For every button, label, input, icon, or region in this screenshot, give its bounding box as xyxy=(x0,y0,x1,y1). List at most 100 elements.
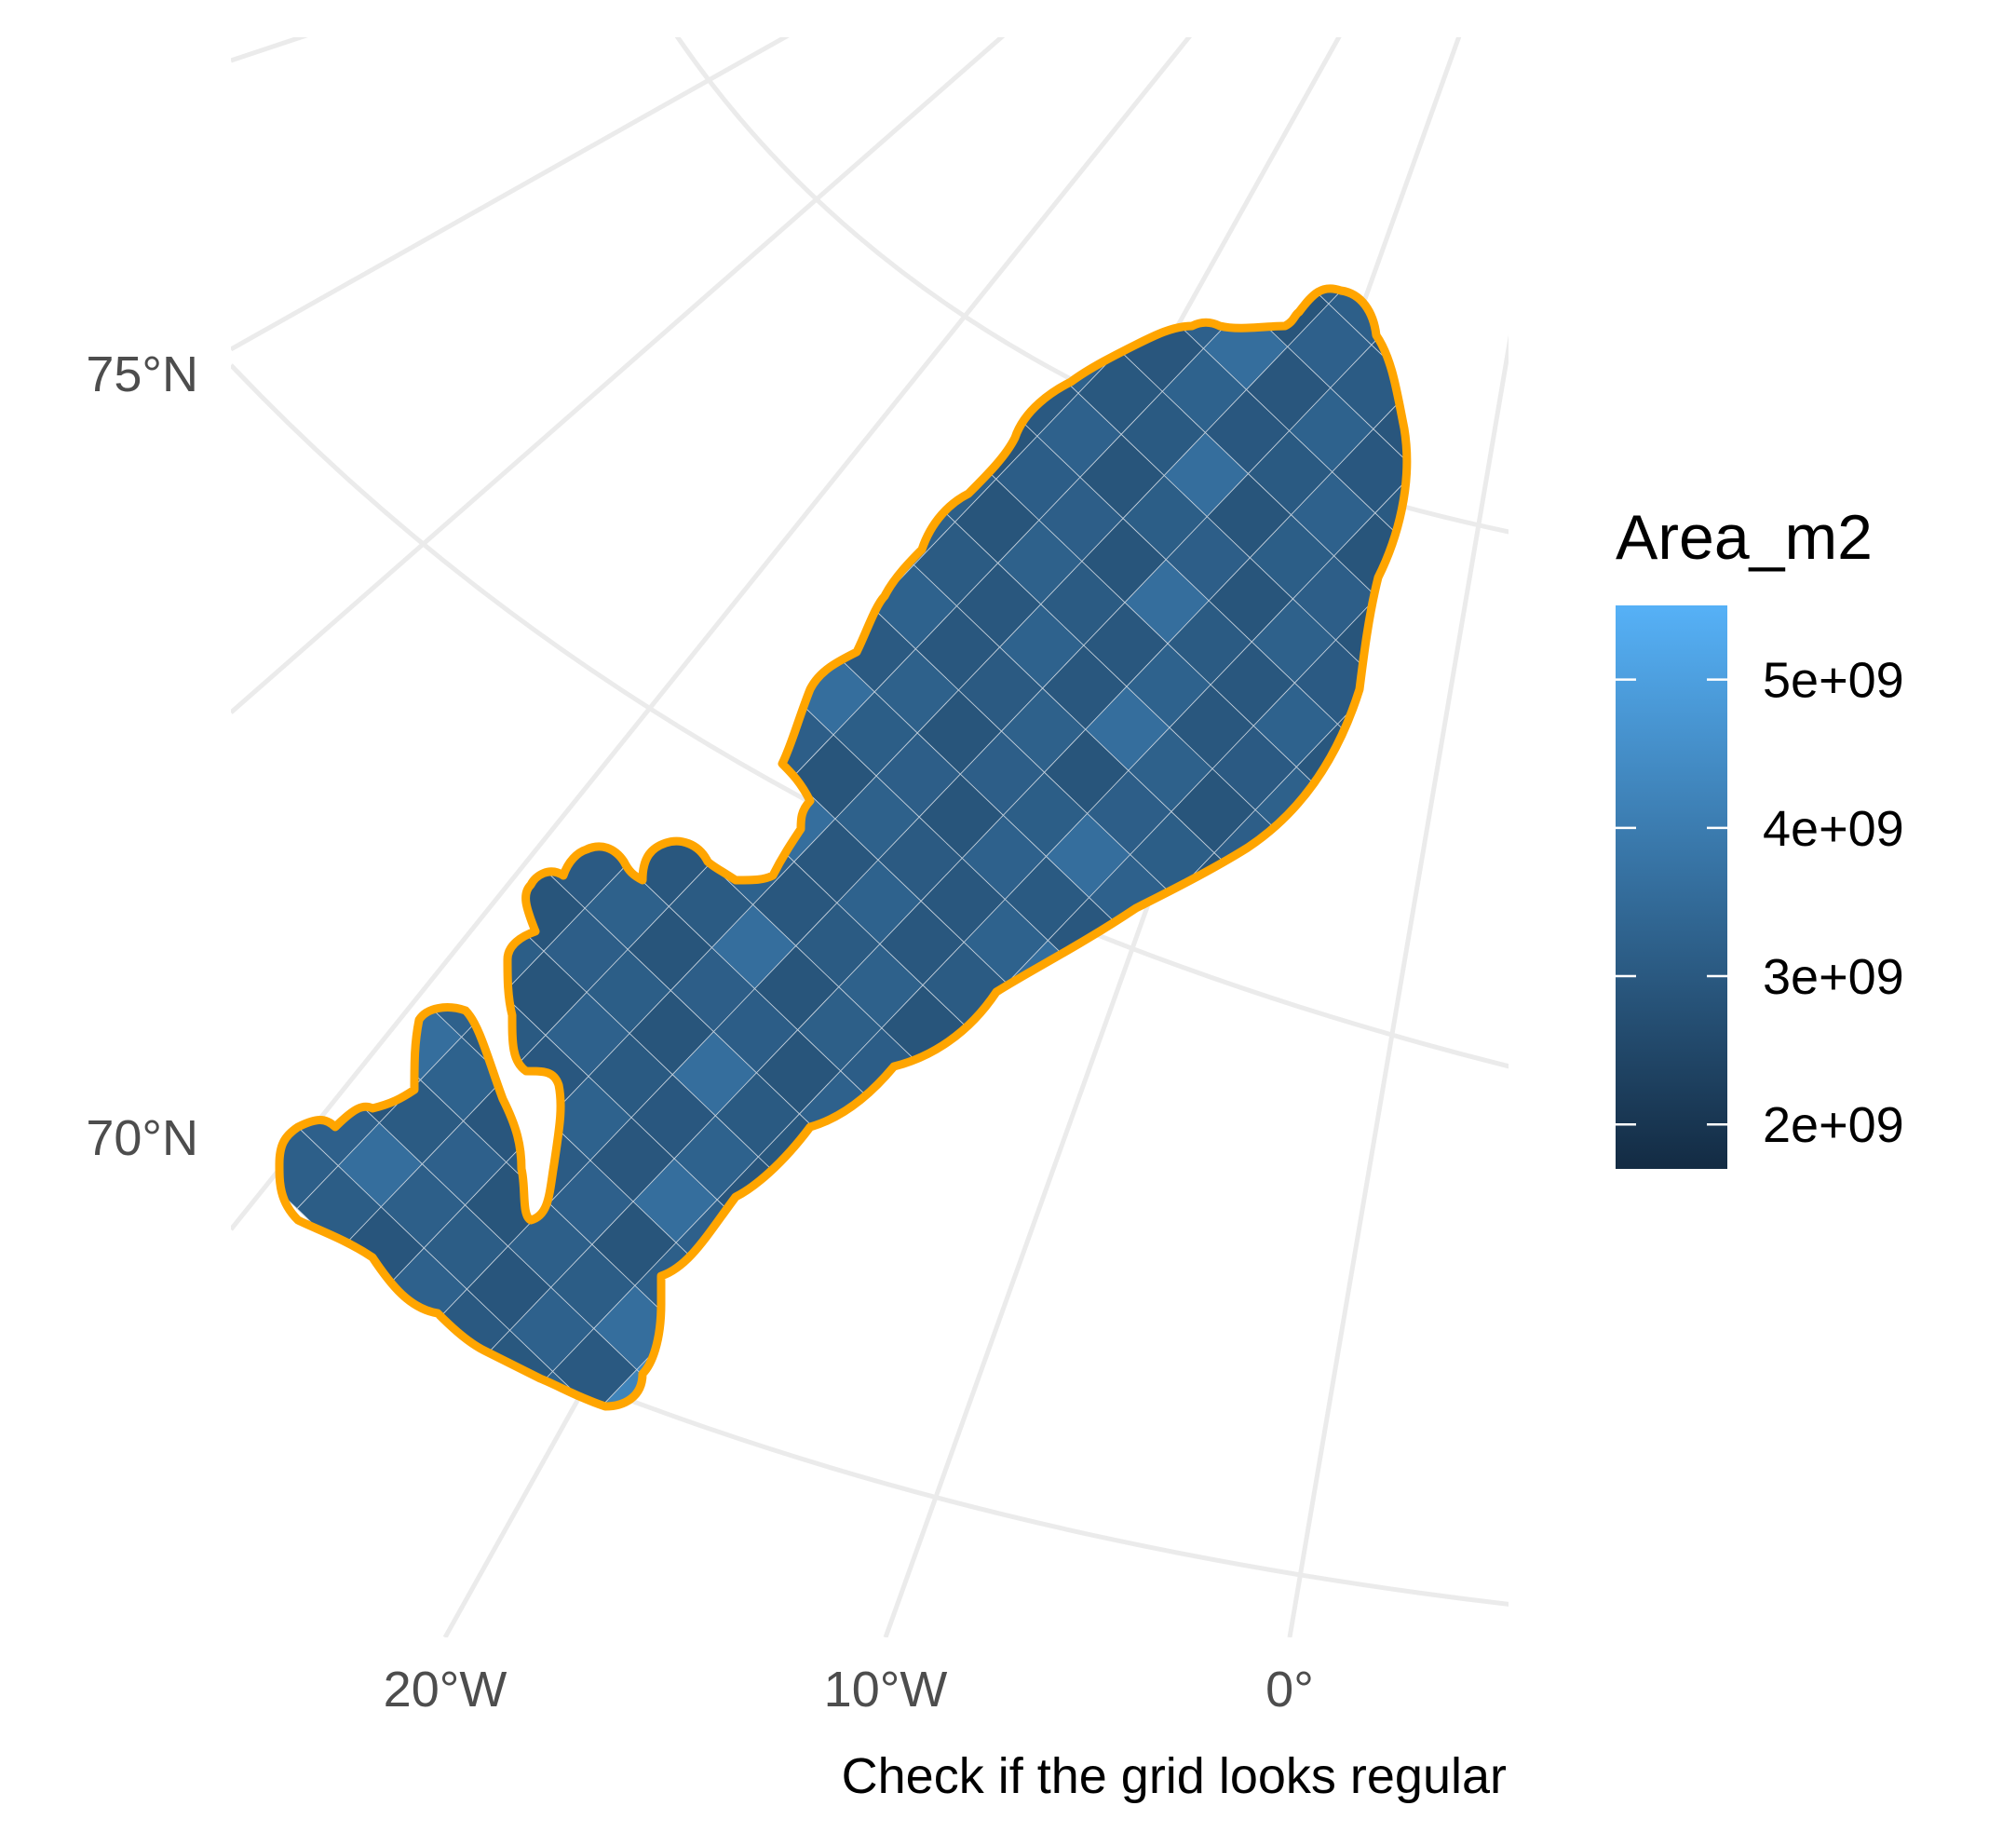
grid-cell xyxy=(1383,889,1407,975)
grid-cell xyxy=(1379,721,1407,808)
grid-cell xyxy=(1509,846,1593,930)
grid-cell xyxy=(1584,424,1668,508)
grid-cell xyxy=(455,740,541,827)
grid-cell xyxy=(1299,891,1385,977)
grid-cell xyxy=(291,913,377,998)
grid-cell xyxy=(1301,975,1387,1061)
grid-cell xyxy=(723,1409,806,1493)
grid-cell xyxy=(782,314,869,400)
grid-cell xyxy=(1305,1143,1390,1229)
grid-cell xyxy=(1420,595,1504,679)
grid-cell xyxy=(1197,0,1280,53)
grid-cell xyxy=(1009,1107,1095,1193)
grid-cell xyxy=(1427,931,1510,1015)
grid-cell xyxy=(279,956,335,1041)
grid-cell xyxy=(683,1536,767,1620)
grid-cell xyxy=(931,1362,1017,1406)
grid-cell xyxy=(763,1365,848,1406)
grid-cell xyxy=(1426,848,1509,931)
grid-cell xyxy=(1467,805,1550,889)
grid-cell xyxy=(496,698,582,784)
grid-cell xyxy=(1099,1358,1184,1406)
grid-cell xyxy=(806,1407,890,1491)
grid-cell xyxy=(704,567,790,654)
grid-cell xyxy=(1327,177,1411,261)
meridian-line xyxy=(231,37,790,352)
grid-cell xyxy=(1097,1274,1184,1360)
grid-cell xyxy=(1157,96,1241,180)
grid-cell xyxy=(1504,593,1588,677)
grid-cell xyxy=(1052,1148,1139,1235)
legend-tick-label: 4e+09 xyxy=(1763,801,1904,857)
meridian-line xyxy=(231,37,1192,1231)
grid-cell xyxy=(494,614,580,700)
grid-cell xyxy=(937,1615,1021,1699)
grid-cell xyxy=(1138,1231,1224,1317)
grid-cell xyxy=(1325,93,1409,177)
grid-cell xyxy=(679,1366,764,1406)
grid-cell xyxy=(1463,636,1547,720)
grid-cell xyxy=(1156,12,1239,96)
grid-cell xyxy=(1511,930,1595,1013)
grid-cell xyxy=(1422,679,1506,763)
grid-cell xyxy=(1454,216,1537,300)
grid-cell xyxy=(1224,1313,1310,1399)
grid-cell xyxy=(1543,467,1627,550)
grid-cell xyxy=(1030,57,1114,141)
grid-cell xyxy=(1061,1486,1144,1569)
grid-cell xyxy=(1198,53,1282,137)
grid-cell xyxy=(1133,979,1219,1065)
grid-cell xyxy=(908,288,994,355)
lat-label-70n: 70°N xyxy=(86,1110,198,1166)
grid-cell xyxy=(934,1446,1018,1530)
grid-cell xyxy=(1073,98,1157,182)
grid-cell xyxy=(979,1571,1062,1655)
grid-cell xyxy=(1181,1272,1267,1358)
grid-cell xyxy=(949,288,1035,312)
grid-cell xyxy=(1183,1356,1269,1406)
legend-ticks: 5e+09 4e+09 3e+09 2e+09 xyxy=(1616,653,1904,1153)
grid-cell xyxy=(1498,341,1582,425)
parallel-line xyxy=(231,363,1509,1069)
grid-cell xyxy=(279,872,334,957)
grid-cell xyxy=(1500,426,1584,509)
grid-cell xyxy=(1468,889,1552,972)
grid-cell xyxy=(641,1495,724,1579)
grid-cell xyxy=(677,1283,763,1369)
grid-cell xyxy=(1338,764,1407,850)
grid-cell xyxy=(1502,509,1586,593)
grid-cell xyxy=(868,396,954,482)
grid-cell xyxy=(1095,1189,1182,1276)
grid-cell xyxy=(1264,1187,1349,1272)
grid-cell xyxy=(1049,981,1135,1066)
grid-cell xyxy=(578,612,665,699)
grid-cell xyxy=(1054,1232,1140,1319)
grid-cell xyxy=(576,528,663,614)
legend-tick-label: 5e+09 xyxy=(1763,653,1904,709)
grid-cell xyxy=(1418,511,1502,595)
grid-cell xyxy=(1140,1315,1226,1401)
grid-cell xyxy=(1219,1061,1305,1147)
grid-cell xyxy=(1539,298,1623,382)
legend-tick-label: 3e+09 xyxy=(1763,949,1904,1005)
grid-cell xyxy=(974,1403,1060,1406)
grid-cell xyxy=(414,784,500,870)
grid-cell xyxy=(886,1236,972,1323)
grid-cell xyxy=(1369,288,1407,303)
grid-cell xyxy=(1221,1145,1306,1231)
grid-cell xyxy=(1801,713,1885,797)
grid-cell xyxy=(1465,721,1549,805)
color-legend: Area_m2 5e+09 4e+09 3e+09 2e+09 xyxy=(1616,502,1904,1169)
legend-colorbar xyxy=(1616,605,1727,1169)
grid-cell xyxy=(851,1532,935,1616)
grid-cell xyxy=(1583,340,1667,424)
grid-cell xyxy=(743,441,829,526)
meridian-line xyxy=(231,37,308,63)
grid-cell xyxy=(1018,1445,1102,1528)
grid-cell xyxy=(935,1530,1019,1614)
grid-cell xyxy=(1541,383,1625,467)
grid-cell xyxy=(1176,1020,1262,1106)
grid-cell xyxy=(279,998,294,1084)
grid-cell xyxy=(664,695,751,781)
